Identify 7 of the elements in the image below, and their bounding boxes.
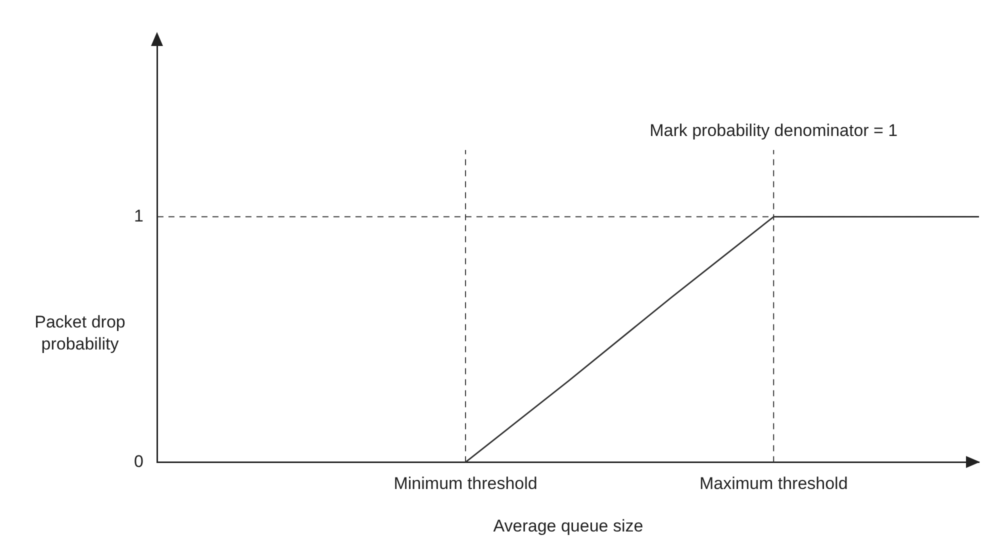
y-tick-label: 1 bbox=[134, 206, 144, 226]
y-axis-title: Packet drop probability bbox=[34, 312, 126, 354]
y-tick-label: 0 bbox=[134, 452, 144, 471]
x-tick-label: Minimum threshold bbox=[394, 474, 538, 494]
x-axis-title: Average queue size bbox=[493, 516, 644, 536]
annotation: Mark probability denominator = 1 bbox=[650, 121, 898, 140]
x-tick-label: Maximum threshold bbox=[699, 474, 848, 494]
